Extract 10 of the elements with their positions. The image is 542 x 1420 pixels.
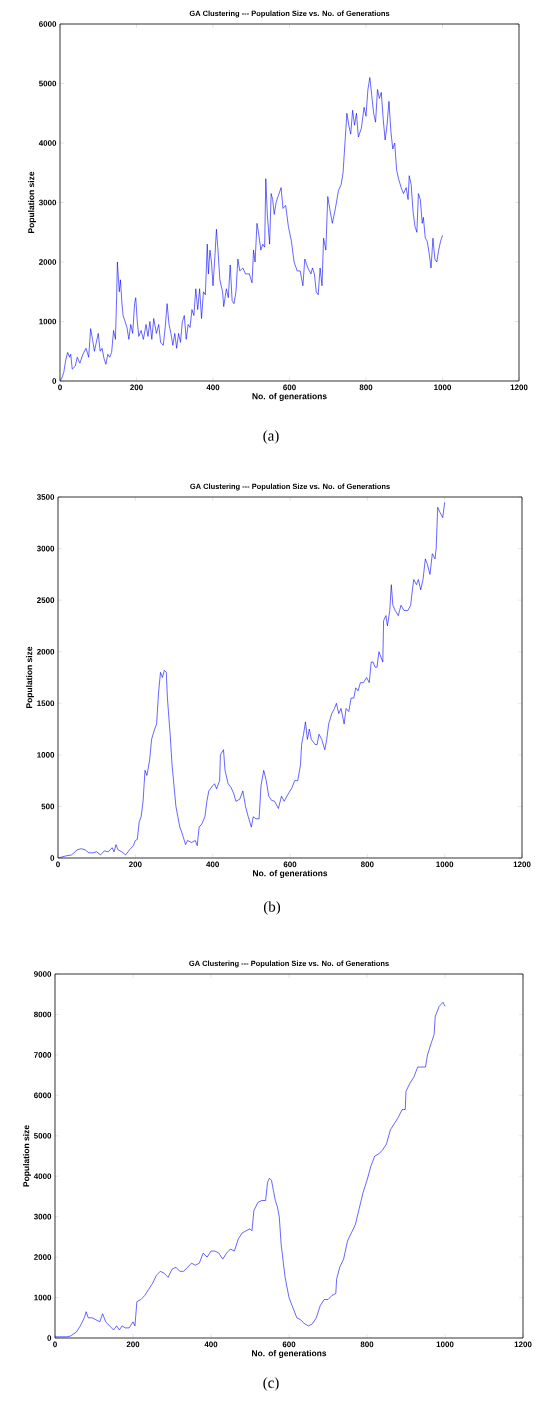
text: (c) [263, 1377, 279, 1391]
text: (a) [263, 430, 279, 444]
line-series [60, 77, 443, 381]
x-axis-title: No. of generations [253, 870, 328, 878]
y-axis-title: Population size [23, 1125, 31, 1187]
y-axis-title: Population size [28, 171, 36, 233]
x-axis-title: No. of generations [252, 393, 327, 401]
x-axis-title: No. of generations [252, 1350, 327, 1358]
text: (b) [263, 901, 281, 915]
y-axis-title: Population size [26, 646, 34, 708]
